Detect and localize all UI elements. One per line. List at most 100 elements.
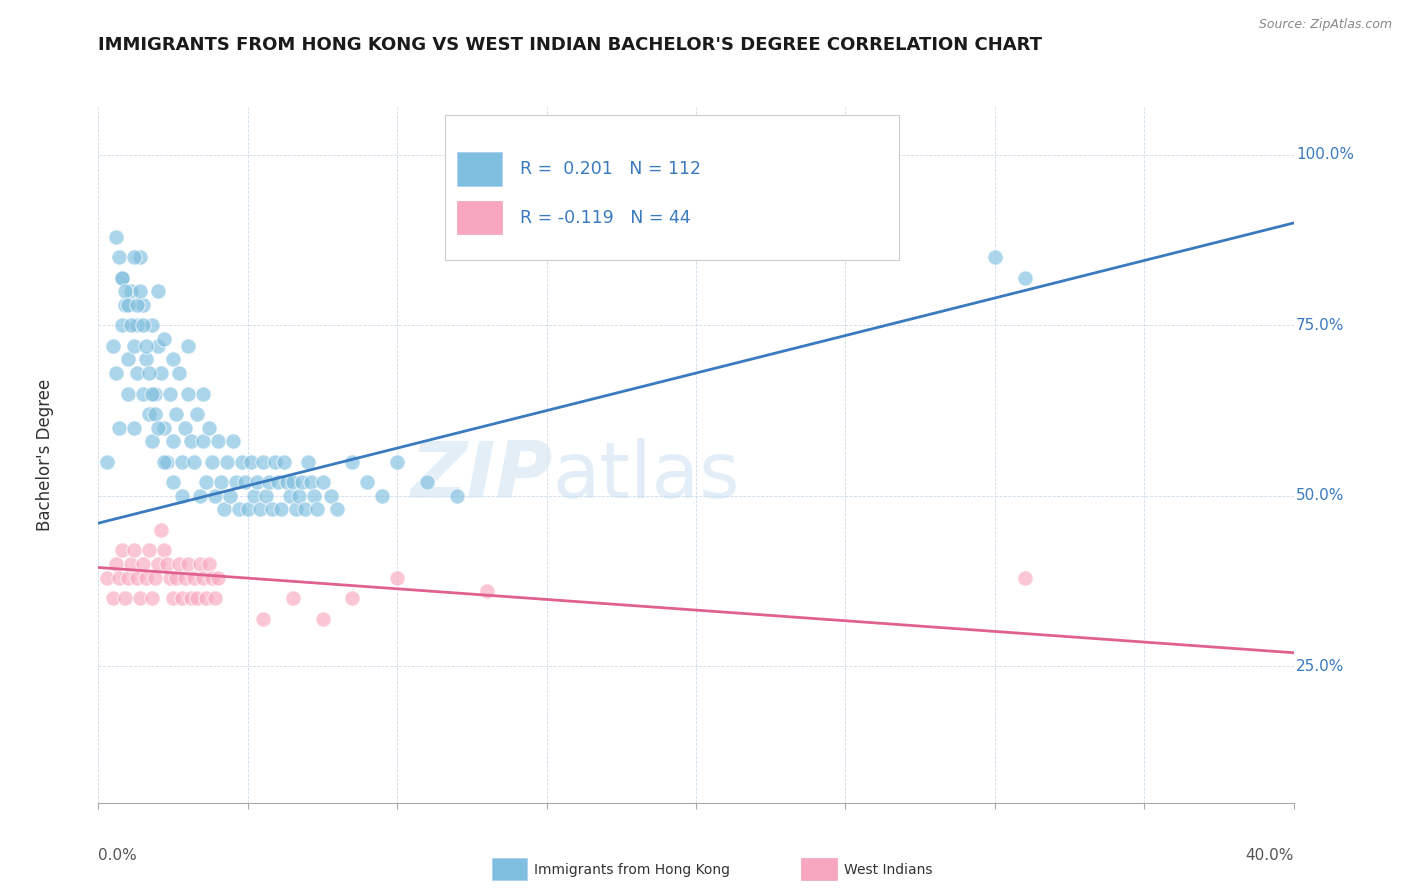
Point [105, 557, 128, 571]
Text: 100.0%: 100.0% [1296, 147, 1354, 162]
Point [150, 523, 173, 537]
Point [371, 489, 394, 503]
Point [201, 571, 224, 585]
Point [342, 591, 364, 606]
Point [172, 591, 194, 606]
Text: Immigrants from Hong Kong: Immigrants from Hong Kong [534, 863, 730, 877]
Point [209, 475, 232, 490]
Point [159, 571, 181, 585]
Point [111, 543, 134, 558]
Point [321, 489, 343, 503]
Point [198, 557, 221, 571]
Point [183, 455, 205, 469]
Point [159, 386, 181, 401]
Point [174, 571, 197, 585]
Text: Bachelor's Degree: Bachelor's Degree [35, 379, 53, 531]
Point [201, 455, 224, 469]
Point [124, 543, 146, 558]
Point [385, 571, 409, 585]
Point [278, 489, 301, 503]
Point [117, 571, 139, 585]
Point [135, 352, 157, 367]
Point [129, 250, 152, 264]
Point [180, 434, 202, 449]
Text: R =  0.201   N = 112: R = 0.201 N = 112 [520, 160, 702, 178]
Point [446, 489, 468, 503]
Point [111, 270, 134, 285]
Point [143, 407, 166, 421]
Point [138, 407, 160, 421]
Point [135, 571, 157, 585]
Point [222, 434, 245, 449]
Point [385, 455, 409, 469]
Point [177, 557, 200, 571]
Point [162, 475, 184, 490]
Bar [457, 201, 502, 235]
Point [177, 386, 200, 401]
Point [162, 352, 184, 367]
Point [141, 318, 163, 333]
Point [165, 571, 187, 585]
Point [212, 502, 235, 516]
Point [299, 475, 322, 490]
Point [127, 318, 149, 333]
Point [127, 366, 149, 380]
Point [297, 455, 319, 469]
Text: 50.0%: 50.0% [1296, 488, 1344, 503]
Point [148, 284, 170, 298]
Point [105, 366, 128, 380]
Point [129, 591, 152, 606]
Point [111, 270, 134, 285]
Point [162, 434, 184, 449]
Point [983, 250, 1005, 264]
Point [153, 332, 176, 346]
Text: 40.0%: 40.0% [1246, 848, 1294, 863]
Point [103, 339, 125, 353]
Point [108, 571, 131, 585]
Point [172, 455, 194, 469]
Point [281, 591, 304, 606]
Text: 75.0%: 75.0% [1296, 318, 1344, 333]
Point [114, 591, 136, 606]
Point [239, 455, 262, 469]
Point [416, 475, 439, 490]
Point [132, 386, 155, 401]
Text: Source: ZipAtlas.com: Source: ZipAtlas.com [1258, 18, 1392, 31]
Point [162, 591, 184, 606]
Point [191, 571, 214, 585]
Point [356, 475, 378, 490]
Point [273, 455, 295, 469]
Point [290, 475, 312, 490]
Text: atlas: atlas [553, 438, 740, 514]
Point [198, 420, 221, 434]
Point [124, 339, 146, 353]
Point [167, 366, 190, 380]
Point [108, 250, 131, 264]
Point [124, 250, 146, 264]
Point [150, 366, 173, 380]
Point [267, 475, 290, 490]
Point [114, 298, 136, 312]
Point [326, 502, 349, 516]
Point [305, 502, 328, 516]
Point [111, 318, 134, 333]
Point [311, 475, 333, 490]
Point [194, 475, 218, 490]
Point [219, 489, 242, 503]
Point [287, 489, 309, 503]
Point [249, 502, 271, 516]
Point [260, 502, 283, 516]
Point [231, 455, 253, 469]
Point [117, 352, 139, 367]
Point [172, 489, 194, 503]
Point [141, 434, 163, 449]
Point [270, 502, 292, 516]
Point [254, 489, 277, 503]
Point [153, 420, 176, 434]
Point [302, 489, 325, 503]
Point [1014, 270, 1036, 285]
Point [138, 543, 160, 558]
Point [96, 571, 118, 585]
Point [148, 557, 170, 571]
Text: 0.0%: 0.0% [98, 848, 138, 863]
